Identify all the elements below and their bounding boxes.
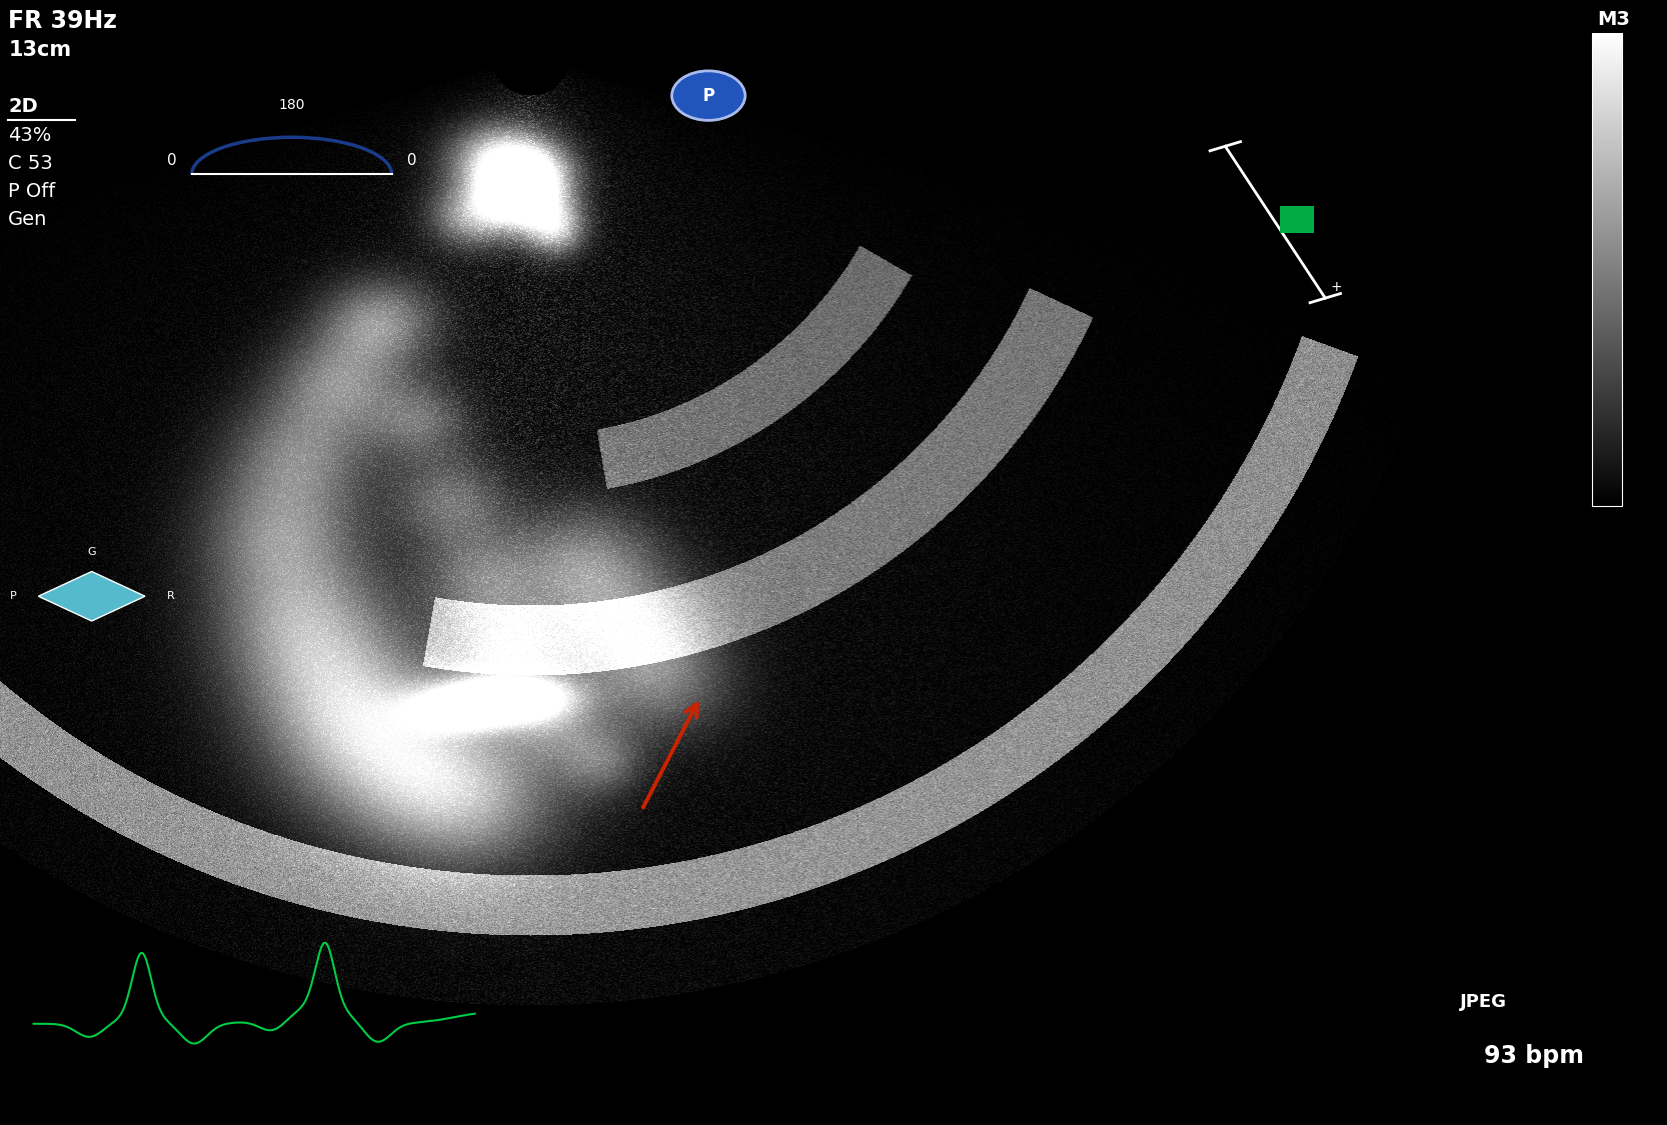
Text: 0: 0 bbox=[407, 153, 417, 169]
Text: 0: 0 bbox=[167, 153, 177, 169]
Text: Gen: Gen bbox=[8, 210, 48, 230]
Text: +: + bbox=[1330, 280, 1342, 294]
Text: P: P bbox=[702, 87, 715, 105]
Text: 43%: 43% bbox=[8, 126, 52, 145]
Polygon shape bbox=[38, 572, 145, 621]
Text: JPEG: JPEG bbox=[1460, 993, 1507, 1011]
Bar bbox=[1592, 34, 1622, 506]
Text: 13cm: 13cm bbox=[8, 40, 72, 61]
Text: P Off: P Off bbox=[8, 182, 55, 201]
Text: R: R bbox=[167, 592, 175, 601]
Text: 93 bpm: 93 bpm bbox=[1484, 1044, 1584, 1068]
Text: C 53: C 53 bbox=[8, 154, 53, 173]
Text: FR 39Hz: FR 39Hz bbox=[8, 9, 117, 33]
Text: P: P bbox=[10, 592, 17, 601]
Bar bbox=[1280, 206, 1314, 233]
Text: 180: 180 bbox=[278, 98, 305, 111]
Text: 2D: 2D bbox=[8, 98, 38, 117]
Text: G: G bbox=[87, 547, 97, 557]
Text: M3: M3 bbox=[1597, 10, 1630, 29]
Circle shape bbox=[672, 71, 745, 120]
